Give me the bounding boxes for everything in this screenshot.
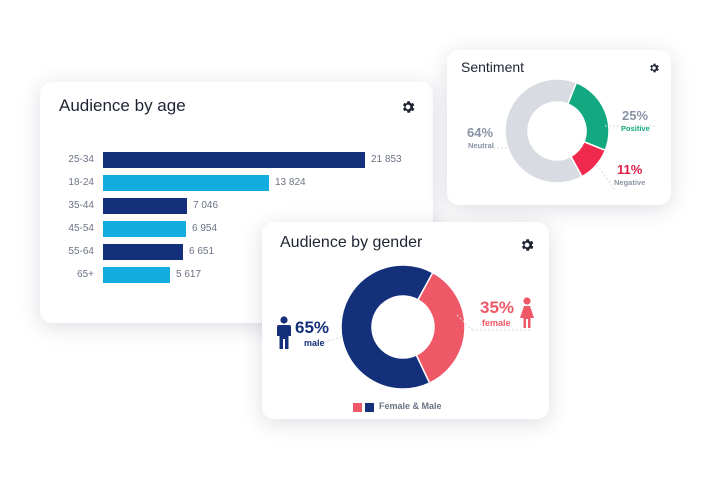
audience-by-age-card: Audience by age 25-34 21 853 18-24 13 82…	[40, 82, 433, 323]
positive-percent: 25%	[622, 108, 649, 123]
neutral-slice	[504, 78, 583, 184]
age-bar	[103, 244, 183, 260]
female-label: female	[482, 318, 511, 328]
negative-percent: 11%	[617, 162, 643, 177]
age-value-label: 13 824	[275, 177, 306, 188]
sentiment-card: Sentiment 64% Neutral 25% Positive 11% N…	[447, 50, 671, 205]
age-category-label: 25-34	[68, 154, 94, 165]
age-bar	[103, 175, 269, 191]
gender-card-title: Audience by gender	[280, 234, 423, 251]
age-value-label: 5 617	[176, 269, 202, 280]
age-value-label: 7 046	[193, 200, 219, 211]
age-value-label: 6 651	[189, 246, 215, 257]
negative-label: Negative	[614, 178, 646, 187]
age-value-label: 6 954	[192, 223, 218, 234]
legend-swatch-female	[353, 403, 362, 412]
positive-label: Positive	[621, 124, 650, 133]
gender-donut-chart	[311, 264, 532, 390]
neutral-label: Neutral	[468, 141, 494, 150]
age-bar	[103, 198, 187, 214]
gear-icon[interactable]	[648, 62, 660, 74]
female-person-icon	[520, 297, 534, 328]
age-category-label: 55-64	[68, 246, 94, 257]
gear-icon[interactable]	[519, 237, 535, 253]
age-category-label: 65+	[77, 269, 94, 280]
age-category-label: 35-44	[68, 200, 94, 211]
legend-swatch-male	[365, 403, 374, 412]
audience-by-gender-card: Audience by gender 65% male 35% female F…	[262, 222, 549, 419]
male-label: male	[304, 338, 325, 348]
female-percent: 35%	[480, 298, 515, 317]
female-slice	[415, 271, 466, 385]
sentiment-donut-chart	[477, 78, 657, 191]
male-percent: 65%	[295, 318, 330, 337]
male-person-icon	[277, 316, 291, 349]
sentiment-card-title: Sentiment	[461, 59, 525, 75]
age-category-label: 45-54	[68, 223, 94, 234]
neutral-percent: 64%	[467, 125, 494, 140]
age-value-label: 21 853	[371, 154, 402, 165]
age-bar	[103, 152, 365, 168]
age-category-label: 18-24	[68, 177, 94, 188]
age-bar	[103, 267, 170, 283]
male-slice	[340, 264, 434, 390]
gear-icon[interactable]	[400, 99, 416, 115]
positive-slice	[566, 81, 610, 152]
gender-legend-label: Female & Male	[379, 401, 442, 411]
age-card-title: Audience by age	[59, 96, 186, 115]
age-bar	[103, 221, 186, 237]
